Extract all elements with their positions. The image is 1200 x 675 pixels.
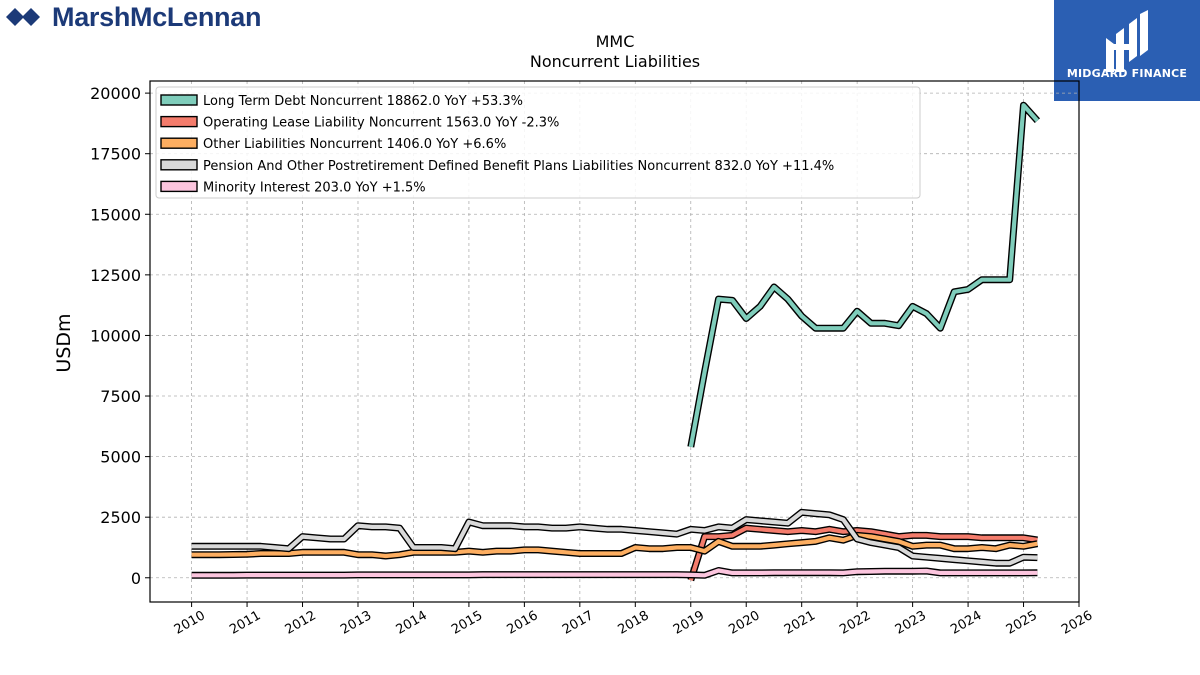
badge-text: MIDGARD FINANCE: [1066, 67, 1188, 80]
legend-label: Other Liabilities Noncurrent 1406.0 YoY …: [203, 137, 506, 152]
legend-swatch: [160, 159, 198, 171]
logo-text: MarshMcLennan: [52, 1, 262, 32]
legend-box: [155, 86, 921, 199]
midgard-finance-badge: MIDGARD FINANCE: [1054, 0, 1200, 101]
x-axis: 2010 2011 2012 2013 2014 2015 2016 2017 2018 2019…: [172, 602, 1095, 638]
y-tick-label: 2500: [100, 508, 141, 527]
x-tick-label: 2015: [449, 608, 485, 638]
y-axis: 0 2500 5000 7500 10000 12500 15000 17500 20000: [90, 84, 150, 588]
legend: Long Term Debt Noncurrent 18862.0 YoY +5…: [155, 86, 921, 199]
y-tick-label: 7500: [100, 387, 141, 406]
series-line-2: [191, 533, 1038, 559]
x-tick-label: 2024: [948, 608, 984, 638]
x-tick-label: 2016: [505, 608, 541, 638]
x-tick-label: 2020: [726, 608, 762, 638]
y-tick-label: 15000: [90, 205, 141, 224]
x-tick-label: 2018: [615, 608, 651, 638]
legend-label: Pension And Other Postretirement Defined…: [203, 159, 834, 174]
marsh-mclennan-logo: MarshMcLennan: [4, 2, 261, 32]
legend-swatch: [160, 94, 198, 106]
chart-subtitle: Noncurrent Liabilities: [530, 52, 700, 71]
x-tick-label: 2014: [394, 608, 430, 638]
x-tick-label: 2022: [837, 608, 873, 638]
y-tick-label: 12500: [90, 266, 141, 285]
series-layer: [191, 101, 1041, 582]
legend-label: Minority Interest 203.0 YoY +1.5%: [203, 180, 426, 195]
y-axis-label: USDm: [53, 313, 75, 372]
x-tick-label: 2025: [1004, 608, 1040, 638]
x-tick-label: 2017: [560, 608, 596, 638]
x-tick-label: 2012: [283, 608, 319, 638]
midgard-logo-icon: [1106, 10, 1148, 72]
x-tick-label: 2013: [338, 608, 374, 638]
y-tick-label: 0: [131, 569, 141, 588]
legend-label: Operating Lease Liability Noncurrent 156…: [203, 116, 559, 131]
y-tick-label: 5000: [100, 448, 141, 467]
legend-swatch: [160, 180, 198, 193]
chart-title: MMC: [596, 32, 635, 51]
y-tick-label: 10000: [90, 326, 141, 345]
series-line-1: [688, 525, 1038, 581]
y-tick-label: 17500: [90, 145, 141, 164]
x-tick-label: 2026: [1059, 608, 1095, 638]
legend-swatch: [160, 115, 198, 128]
series-line-3: [191, 510, 1038, 566]
x-tick-label: 2010: [172, 608, 208, 638]
marsh-logo-mark-icon: [6, 8, 40, 26]
x-tick-label: 2023: [893, 608, 929, 638]
x-tick-label: 2011: [227, 608, 263, 638]
legend-swatch: [160, 137, 198, 149]
legend-label: Long Term Debt Noncurrent 18862.0 YoY +5…: [203, 94, 523, 109]
plot-frame: [149, 80, 1080, 603]
x-tick-label: 2021: [782, 608, 818, 638]
series-line-0: [688, 103, 1039, 448]
y-tick-label: 20000: [90, 84, 141, 103]
series-line-4: [191, 568, 1038, 578]
x-tick-label: 2019: [671, 608, 707, 638]
